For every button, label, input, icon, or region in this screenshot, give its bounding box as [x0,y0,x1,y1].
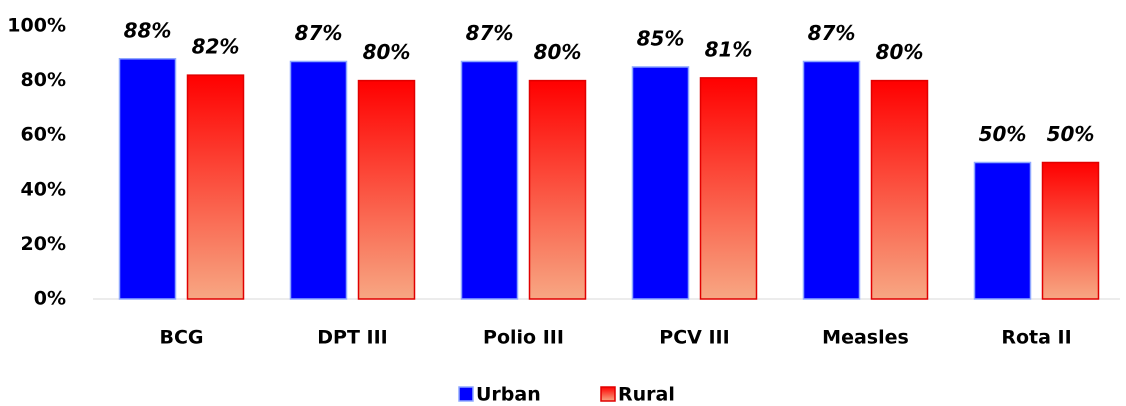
y-tick-label: 100% [7,15,66,37]
x-tick-label: Polio III [483,327,564,349]
data-label: 81% [705,37,753,61]
data-label: 87% [295,21,343,45]
x-tick-label: Rota II [1001,327,1071,349]
legend-swatch [600,386,616,402]
legend-label: Urban [476,384,541,406]
data-label: 50% [1047,122,1095,146]
legend-label: Rural [618,384,675,406]
data-label: 87% [808,21,856,45]
data-label: 82% [192,35,240,59]
bar [289,60,348,300]
bar [973,161,1032,300]
bar [870,79,929,300]
legend-swatch [458,386,474,402]
y-tick-label: 80% [21,69,66,91]
bar [186,74,245,300]
y-tick-label: 60% [21,124,66,146]
data-label: 85% [637,26,685,50]
x-tick-label: DPT III [317,327,387,349]
data-label: 88% [124,18,172,42]
y-tick-label: 20% [21,233,66,255]
x-tick-label: PCV III [659,327,729,349]
bar [460,60,519,300]
bar [631,66,690,300]
bar [699,77,758,300]
data-label: 80% [534,40,582,64]
bar [1041,161,1100,300]
y-tick-label: 40% [21,178,66,200]
y-tick-label: 0% [34,288,66,310]
bar [528,79,587,300]
x-tick-label: BCG [159,327,203,349]
data-label: 87% [466,21,514,45]
data-label: 80% [363,40,411,64]
x-tick-label: Measles [822,327,909,349]
data-label: 50% [979,122,1027,146]
bar [357,79,416,300]
bar [118,58,177,300]
data-label: 80% [876,40,924,64]
bar [802,60,861,300]
